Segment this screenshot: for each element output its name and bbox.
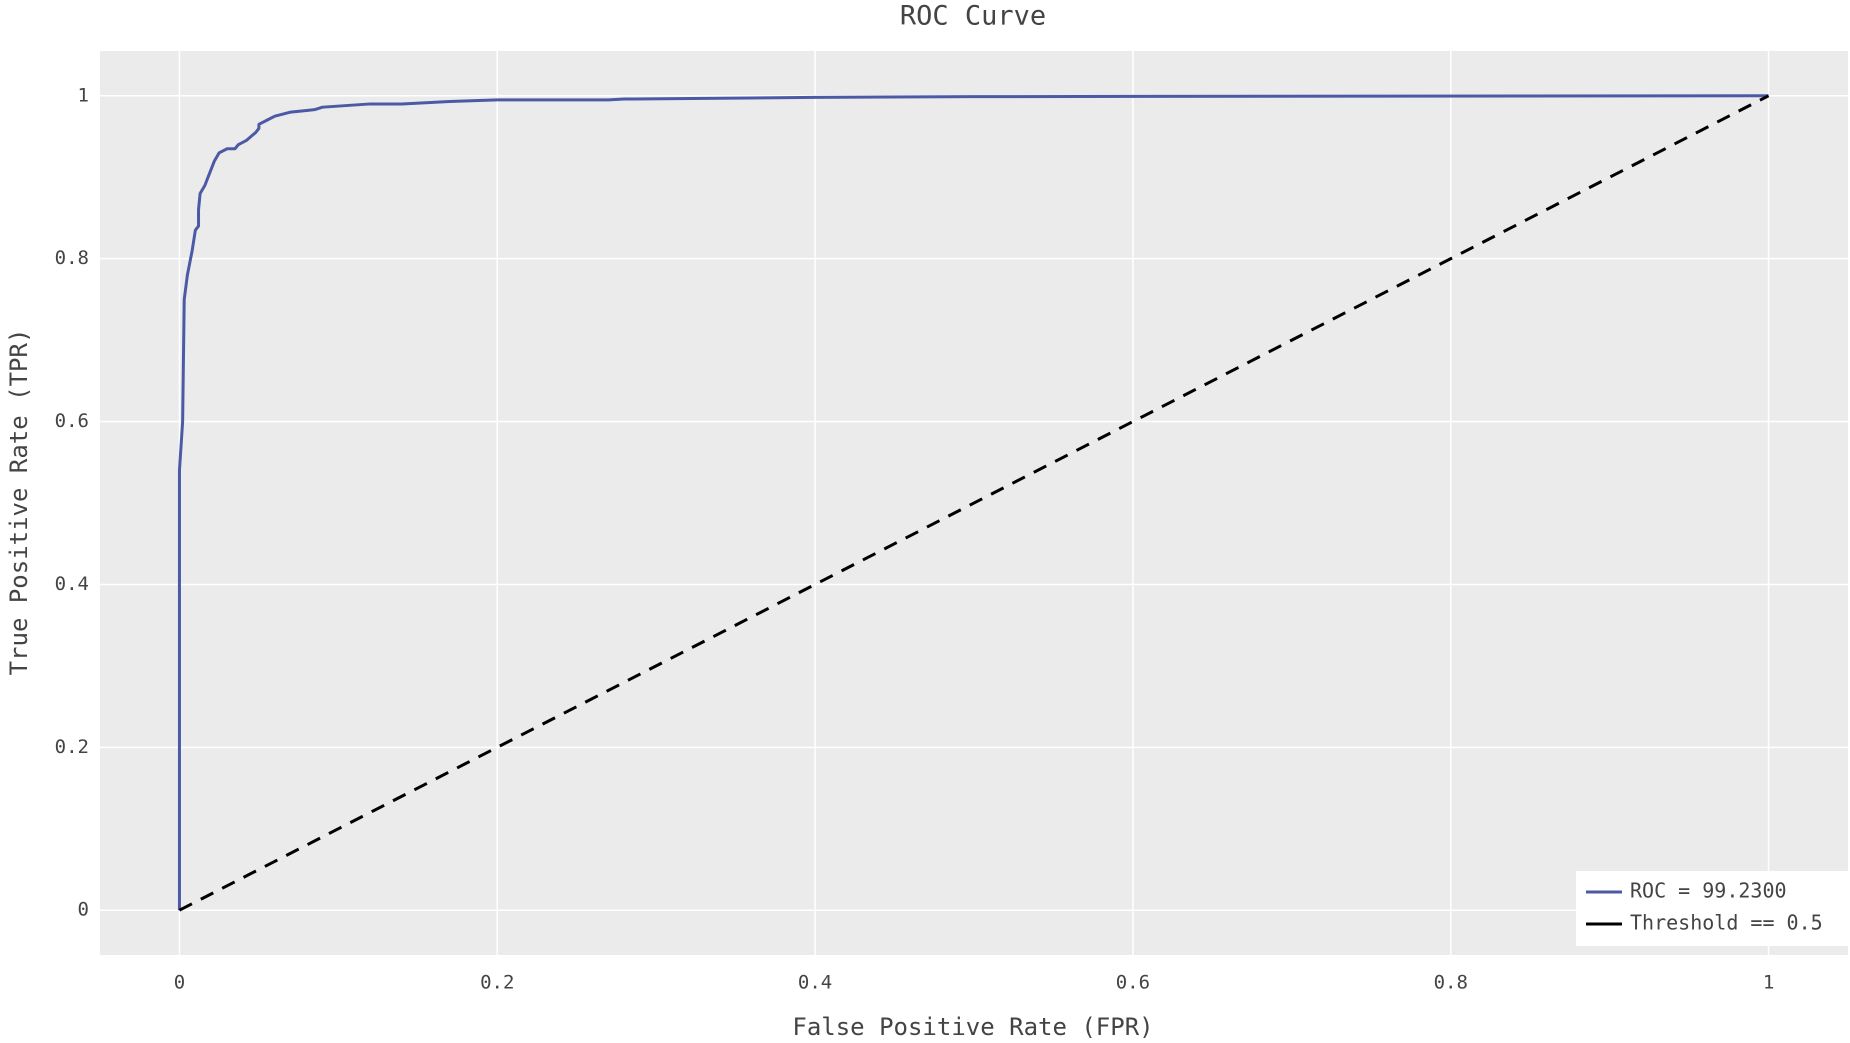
x-tick-label: 0.2 bbox=[480, 972, 514, 994]
y-tick-label: 0.4 bbox=[55, 573, 89, 595]
legend-label: ROC = 99.2300 bbox=[1630, 879, 1787, 903]
x-tick-label: 1 bbox=[1763, 972, 1774, 994]
y-tick-label: 0.2 bbox=[55, 736, 89, 758]
line-series bbox=[178, 94, 1770, 912]
x-tick-label: 0.6 bbox=[1116, 972, 1150, 994]
x-tick-label: 0.4 bbox=[798, 972, 832, 994]
y-tick-label: 0.6 bbox=[55, 410, 89, 432]
line-series bbox=[177, 94, 1769, 911]
y-tick-label: 1 bbox=[78, 84, 89, 106]
y-tick-label: 0.8 bbox=[55, 247, 89, 269]
x-axis-title: False Positive Rate (FPR) bbox=[792, 1013, 1153, 1041]
y-tick-label: 0 bbox=[78, 899, 89, 921]
legend-label: Threshold == 0.5 bbox=[1630, 911, 1823, 935]
legend: ROC = 99.2300 Threshold == 0.5 bbox=[1576, 871, 1848, 946]
chart-title: ROC Curve bbox=[900, 1, 1046, 32]
legend-box bbox=[1576, 871, 1848, 946]
x-tick-label: 0 bbox=[174, 972, 185, 994]
x-tick-label: 0.8 bbox=[1434, 972, 1468, 994]
y-axis-title: True Positive Rate (TPR) bbox=[5, 329, 33, 676]
